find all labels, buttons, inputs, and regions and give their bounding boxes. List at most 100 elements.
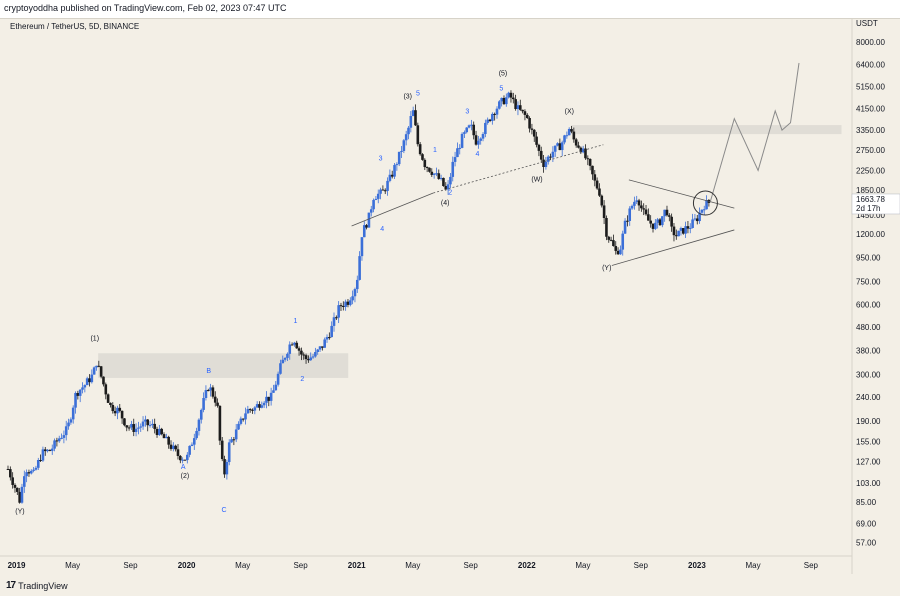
candle[interactable] [286,353,289,358]
candle[interactable] [81,387,84,390]
candle[interactable] [474,135,478,145]
candle[interactable] [34,467,38,470]
candle[interactable] [465,127,469,133]
candle[interactable] [488,119,492,122]
candle[interactable] [123,418,126,426]
candle[interactable] [528,117,531,129]
candle[interactable] [584,148,587,159]
candle[interactable] [209,387,212,391]
candle[interactable] [437,173,441,179]
dotted-trendline[interactable] [433,144,604,194]
candle[interactable] [109,402,112,406]
candle[interactable] [700,209,704,213]
candle[interactable] [558,143,562,151]
candle[interactable] [362,225,366,238]
candle[interactable] [32,469,35,471]
candle[interactable] [509,92,513,98]
candle[interactable] [591,165,594,175]
candle[interactable] [50,448,54,451]
candle[interactable] [579,147,583,153]
candle[interactable] [302,354,306,356]
candle[interactable] [260,405,264,408]
candle[interactable] [57,438,61,442]
candle[interactable] [651,223,655,229]
candle[interactable] [374,198,378,200]
candle[interactable] [670,216,673,227]
candle[interactable] [649,220,652,224]
candle[interactable] [574,139,578,146]
candle[interactable] [679,228,683,231]
candle[interactable] [484,122,487,134]
candle[interactable] [544,161,548,168]
candle[interactable] [269,392,273,401]
candle[interactable] [237,423,240,430]
candle[interactable] [684,226,687,234]
candle[interactable] [360,237,364,257]
tradingview-logo[interactable]: 17 TradingView [6,580,68,591]
candle[interactable] [623,220,627,234]
candle[interactable] [60,437,63,439]
candle[interactable] [144,419,147,422]
candle[interactable] [425,167,429,169]
candle[interactable] [43,449,47,452]
candle[interactable] [283,357,287,360]
candle[interactable] [274,384,278,391]
candle[interactable] [456,148,459,158]
trendline-2021[interactable] [351,192,434,227]
candle[interactable] [41,449,45,461]
candle[interactable] [188,445,191,455]
candle[interactable] [48,449,52,451]
candle[interactable] [325,337,329,340]
candle[interactable] [311,356,315,358]
candle[interactable] [190,444,194,446]
candle[interactable] [486,119,489,123]
candle[interactable] [358,256,361,280]
candle[interactable] [695,218,699,222]
candle[interactable] [614,246,618,251]
candle[interactable] [586,158,590,160]
candle[interactable] [535,136,538,145]
candle[interactable] [134,428,138,432]
candle[interactable] [505,97,508,105]
candle[interactable] [640,205,643,209]
candle[interactable] [472,124,476,136]
candle[interactable] [18,491,21,503]
candle[interactable] [309,357,313,361]
candle[interactable] [130,424,133,428]
candle[interactable] [516,105,520,110]
candle[interactable] [598,188,601,196]
candle[interactable] [116,407,119,414]
candle[interactable] [637,200,641,206]
candle[interactable] [348,300,352,305]
candle[interactable] [386,180,389,191]
candle[interactable] [416,125,420,145]
candle[interactable] [216,402,219,406]
candle[interactable] [148,424,152,426]
candle[interactable] [560,142,564,151]
candle[interactable] [567,128,571,136]
candle[interactable] [647,214,650,221]
candle[interactable] [677,230,680,237]
candle[interactable] [546,156,550,162]
candle[interactable] [507,92,510,98]
candle[interactable] [644,209,648,215]
candle[interactable] [267,396,271,401]
candle[interactable] [337,305,340,318]
candle[interactable] [262,402,266,406]
candle[interactable] [661,216,664,226]
candle[interactable] [353,289,357,297]
candle[interactable] [688,227,692,229]
candle[interactable] [53,440,56,449]
candle[interactable] [118,407,122,411]
candle[interactable] [288,344,292,354]
candle[interactable] [246,409,250,414]
candle[interactable] [491,113,494,122]
candle[interactable] [307,359,310,361]
candle[interactable] [339,305,343,307]
candle[interactable] [151,423,154,425]
candle[interactable] [421,154,424,160]
candle[interactable] [169,444,173,449]
candle[interactable] [234,429,238,440]
candle[interactable] [628,208,632,221]
candle[interactable] [442,177,445,187]
